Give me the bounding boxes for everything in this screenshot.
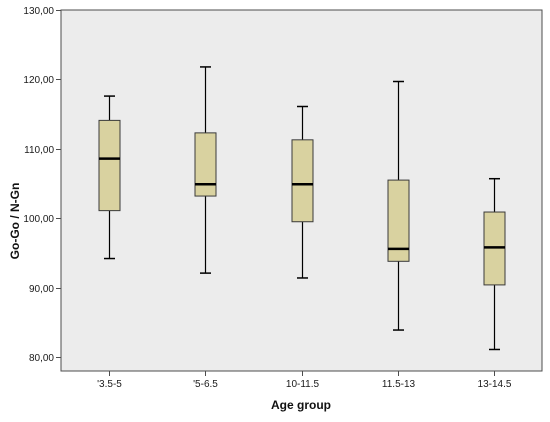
x-tick-label: 13-14.5 <box>478 379 512 390</box>
x-tick-label: 10-11.5 <box>286 379 320 390</box>
box-1 <box>98 95 121 260</box>
y-axis: 80,00 90,00 100,00 110,00 120,00 130,00 <box>23 6 61 364</box>
y-tick-label: 80,00 <box>29 353 54 364</box>
iqr-box <box>387 179 410 262</box>
iqr-box <box>98 119 121 212</box>
y-tick-label: 110,00 <box>24 145 54 156</box>
x-tick-label: '5-6.5 <box>193 379 218 390</box>
y-tick-label: 120,00 <box>23 75 54 86</box>
iqr-box <box>291 139 314 223</box>
box-4 <box>387 80 410 331</box>
x-axis: '3.5-5 '5-6.5 10-11.5 11.5-13 13-14.5 <box>97 371 512 390</box>
y-tick-label: 90,00 <box>29 284 54 295</box>
box-2 <box>194 66 217 274</box>
x-tick-label: 11.5-13 <box>382 379 416 390</box>
x-axis-title: Age group <box>271 398 331 412</box>
box-5 <box>483 177 506 351</box>
iqr-box <box>194 132 217 197</box>
y-tick-label: 100,00 <box>23 214 54 225</box>
y-tick-label: 130,00 <box>23 6 54 17</box>
boxes <box>98 66 506 351</box>
x-tick-label: '3.5-5 <box>97 379 122 390</box>
y-axis-title: Go-Go / N-Gn <box>8 183 22 260</box>
box-3 <box>291 105 314 279</box>
